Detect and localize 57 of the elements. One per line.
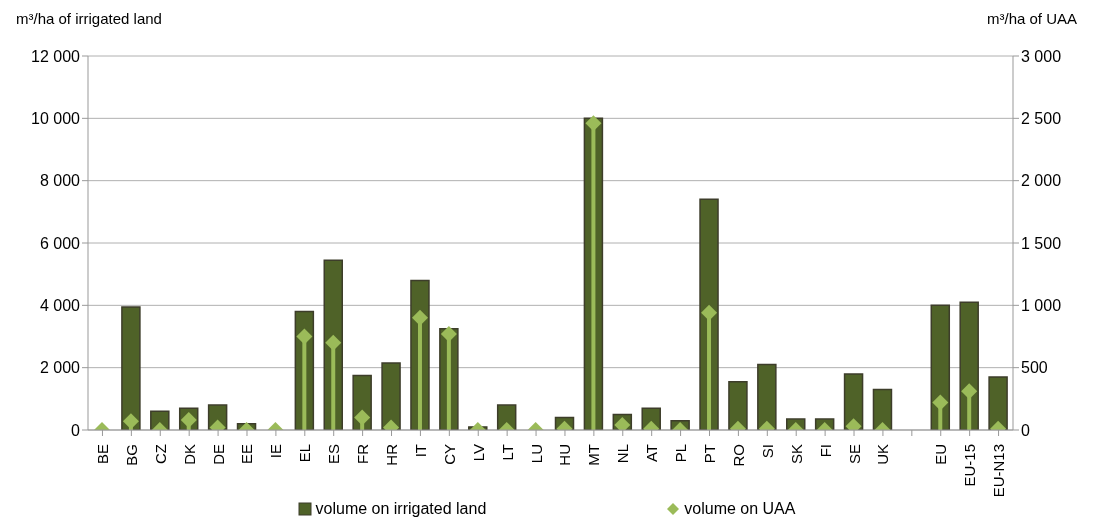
x-tick-label: IE [267,444,285,459]
x-tick-label: CY [440,444,458,465]
legend-label: volume on irrigated land [314,500,487,518]
bar [121,306,141,430]
x-tick-label: CZ [151,444,169,464]
x-tick-label: SK [787,444,805,465]
y-axis-title: m³/ha of irrigated land [16,10,162,27]
y2-tick-label: 500 [1021,359,1048,377]
y2-tick-label: 2 500 [1021,109,1062,127]
y2-tick-label: 0 [1021,421,1030,439]
x-tick-label: EU [932,444,950,465]
bar [930,304,951,430]
x-tick-label: SE [845,444,863,465]
y-tick-label: 10 000 [31,109,81,127]
y2-tick-label: 1 500 [1021,234,1062,252]
y2-axis-title: m³/ha of UAA [986,10,1077,27]
bar [381,362,401,430]
y-tick-label: 8 000 [39,172,81,190]
x-tick-label: IT [411,444,429,458]
y2-tick-label: 3 000 [1021,47,1062,65]
x-tick-label: LU [527,444,545,464]
y-tick-label: 6 000 [39,234,81,252]
bar [728,380,748,430]
x-tick-label: DE [209,444,227,465]
x-tick-label: BE [93,444,111,465]
y2-tick-label: 2 000 [1021,172,1062,190]
x-tick-label: LT [498,444,516,461]
x-tick-label: RO [729,444,747,467]
x-tick-label: ES [325,444,343,465]
x-tick-label: FR [354,443,372,464]
bar [872,388,893,430]
x-tick-label: SI [758,444,776,459]
y-tick-label: 2 000 [39,359,81,377]
x-tick-label: HR [383,443,401,466]
x-tick-label: FI [816,444,834,458]
x-tick-label: UK [874,444,892,465]
x-tick-label: EU-15 [961,444,979,487]
x-tick-label: PL [672,444,690,463]
y-tick-label: 0 [71,421,81,439]
x-tick-label: EL [296,444,314,463]
x-tick-label: NL [614,444,632,464]
bar [757,363,777,430]
y2-tick-label: 1 000 [1021,296,1062,314]
x-tick-label: LV [469,444,487,462]
x-tick-label: PT [700,444,718,464]
x-tick-label: BG [122,444,140,466]
x-tick-label: AT [643,444,661,463]
x-tick-label: MT [585,444,603,466]
x-tick-label: DK [180,444,198,465]
bar [988,376,1008,430]
x-tick-label: HU [556,444,574,466]
bar [843,373,864,430]
legend-label: volume on UAA [683,500,796,518]
x-tick-label: EE [238,444,256,465]
x-tick-label: EU-N13 [990,444,1008,498]
y-tick-label: 4 000 [39,296,81,314]
y-tick-label: 12 000 [31,47,81,65]
